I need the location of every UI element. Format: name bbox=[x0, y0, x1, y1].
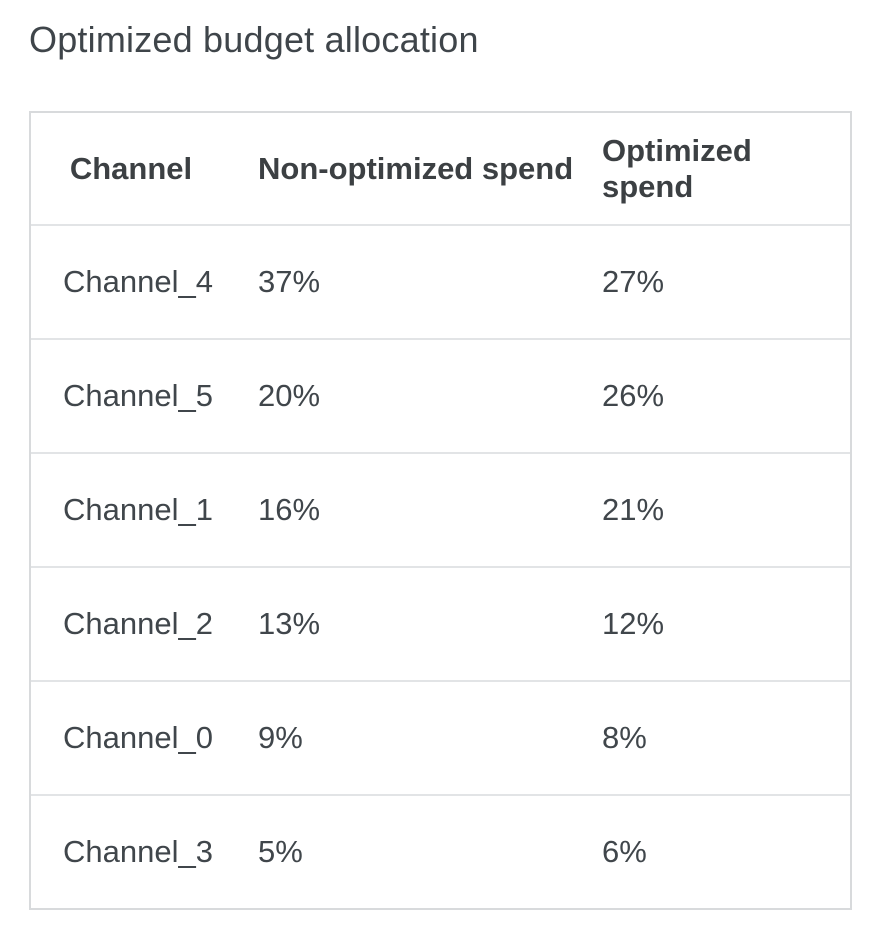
non-optimized-spend-cell: 9% bbox=[258, 720, 303, 755]
optimized-spend-cell: 8% bbox=[602, 720, 647, 755]
column-header-optimized-spend: Optimized spend bbox=[602, 132, 752, 204]
optimized-spend-cell: 6% bbox=[602, 834, 647, 869]
column-header-non-optimized-spend: Non-optimized spend bbox=[258, 150, 574, 186]
channel-cell: Channel_5 bbox=[63, 378, 213, 413]
table-row: Channel_0 9% 8% bbox=[31, 680, 850, 794]
channel-cell: Channel_0 bbox=[63, 720, 213, 755]
table-header-row: Channel Non-optimized spend Optimized sp… bbox=[31, 113, 850, 224]
channel-cell: Channel_1 bbox=[63, 492, 213, 527]
table-body: Channel_4 37% 27% Channel_5 20% 26% Channel_1 1… bbox=[31, 224, 850, 908]
page: Optimized budget allocation Channel Non-… bbox=[29, 19, 852, 910]
budget-allocation-table: Channel Non-optimized spend Optimized sp… bbox=[29, 111, 852, 910]
channel-cell: Channel_4 bbox=[63, 264, 213, 299]
optimized-spend-cell: 12% bbox=[602, 606, 665, 641]
non-optimized-spend-cell: 13% bbox=[258, 606, 321, 641]
table-row: Channel_2 13% 12% bbox=[31, 566, 850, 680]
page-title: Optimized budget allocation bbox=[29, 19, 479, 60]
channel-cell: Channel_2 bbox=[63, 606, 213, 641]
column-header-channel: Channel bbox=[69, 150, 193, 186]
channel-cell: Channel_3 bbox=[63, 834, 213, 869]
table-row: Channel_5 20% 26% bbox=[31, 338, 850, 452]
optimized-spend-cell: 27% bbox=[602, 264, 665, 299]
optimized-spend-cell: 26% bbox=[602, 378, 665, 413]
table-row: Channel_3 5% 6% bbox=[31, 794, 850, 908]
table-row: Channel_4 37% 27% bbox=[31, 224, 850, 338]
table-row: Channel_1 16% 21% bbox=[31, 452, 850, 566]
non-optimized-spend-cell: 37% bbox=[258, 264, 321, 299]
non-optimized-spend-cell: 16% bbox=[258, 492, 321, 527]
non-optimized-spend-cell: 5% bbox=[258, 834, 303, 869]
non-optimized-spend-cell: 20% bbox=[258, 378, 321, 413]
optimized-spend-cell: 21% bbox=[602, 492, 665, 527]
